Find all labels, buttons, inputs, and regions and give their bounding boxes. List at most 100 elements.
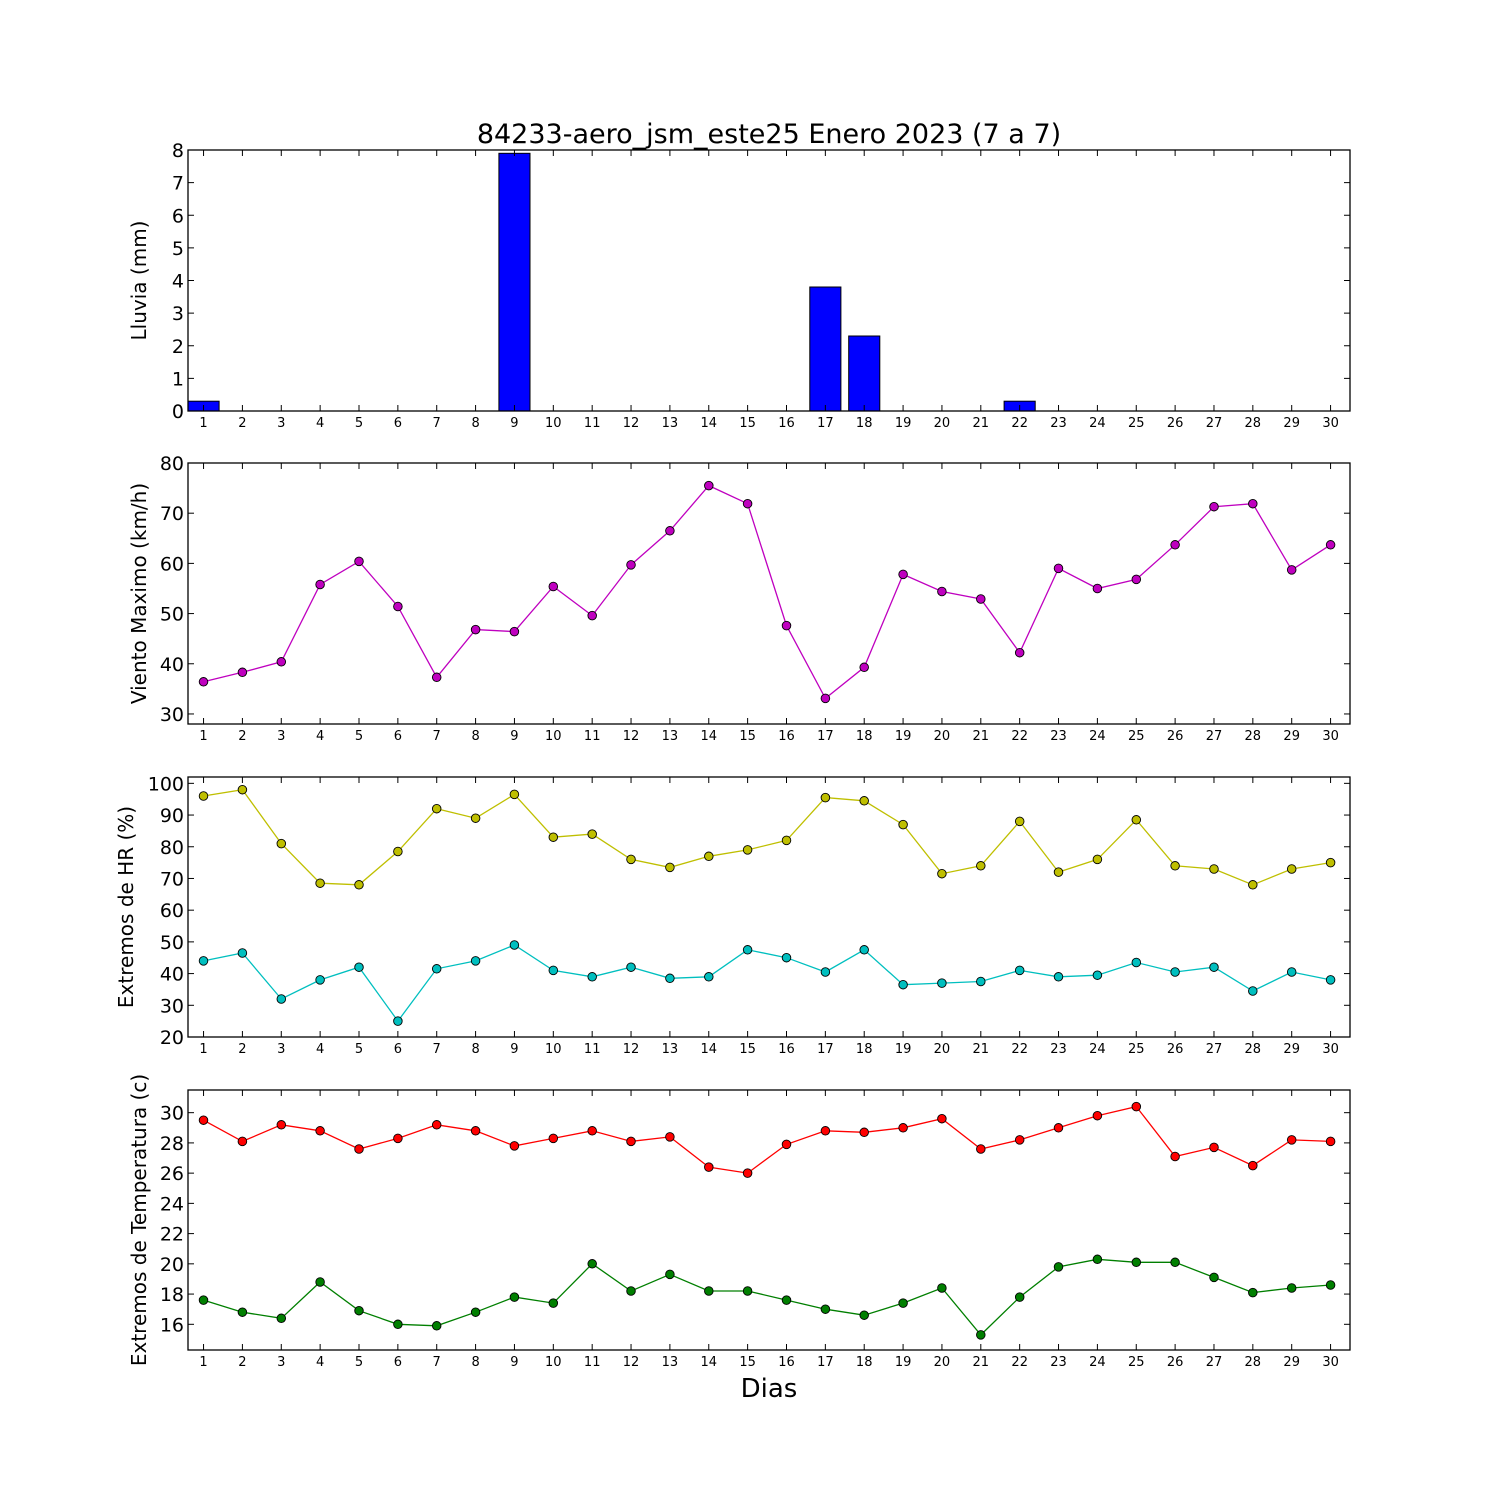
point-temperature-0-25: [1131, 1101, 1142, 1112]
x-tick-label: 27: [1206, 416, 1223, 431]
x-tick-label: 11: [584, 416, 601, 431]
point-wind-0-20: [937, 586, 947, 597]
x-tick-label: 29: [1283, 416, 1300, 431]
y-tick-label: 30: [160, 704, 184, 726]
point-humidity-1-23: [1053, 972, 1064, 982]
x-tick-label: 14: [701, 1042, 718, 1057]
point-humidity-1-20: [937, 978, 947, 988]
point-humidity-0-1: [198, 791, 209, 801]
point-temperature-1-12: [626, 1286, 636, 1296]
point-humidity-1-3: [276, 994, 287, 1004]
bar-rain-9: [498, 152, 531, 412]
y-tick-label: 18: [160, 1284, 184, 1306]
point-humidity-0-21: [976, 861, 986, 871]
point-temperature-1-19: [898, 1298, 908, 1308]
x-tick-label: 19: [895, 1042, 912, 1057]
point-temperature-1-7: [431, 1321, 442, 1331]
point-humidity-1-4: [315, 975, 325, 985]
point-temperature-1-25: [1131, 1257, 1142, 1268]
x-tick-label: 18: [856, 1042, 873, 1057]
x-tick-label: 25: [1128, 1355, 1145, 1370]
point-humidity-1-18: [859, 945, 869, 955]
point-wind-0-1: [198, 677, 209, 687]
point-temperature-0-24: [1092, 1110, 1103, 1121]
x-tick-label: 3: [277, 1355, 285, 1370]
point-temperature-1-10: [548, 1298, 559, 1308]
y-tick-label: 50: [160, 604, 184, 626]
point-wind-0-28: [1248, 498, 1258, 509]
point-temperature-0-12: [626, 1136, 636, 1147]
point-temperature-1-24: [1092, 1254, 1103, 1265]
y-tick-label: 6: [172, 205, 184, 227]
point-temperature-0-7: [431, 1120, 442, 1130]
x-tick-label: 3: [277, 416, 285, 431]
x-tick-label: 10: [545, 1042, 562, 1057]
x-tick-label: 26: [1167, 416, 1184, 431]
point-wind-0-14: [704, 480, 714, 491]
x-tick-label: 7: [433, 416, 441, 431]
x-tick-label: 27: [1206, 729, 1223, 744]
x-tick-label: 1: [199, 1042, 207, 1057]
x-tick-label: 7: [433, 1355, 441, 1370]
point-humidity-0-29: [1286, 864, 1297, 874]
point-temperature-0-17: [820, 1126, 831, 1136]
point-temperature-1-8: [470, 1307, 481, 1317]
y-tick-label: 26: [160, 1163, 184, 1185]
y-tick-label: 70: [160, 503, 184, 525]
point-temperature-1-4: [315, 1277, 325, 1287]
x-tick-label: 12: [623, 1042, 640, 1057]
point-humidity-1-28: [1248, 986, 1258, 996]
x-tick-label: 23: [1050, 1355, 1067, 1370]
point-humidity-0-9: [509, 789, 520, 800]
point-temperature-1-1: [198, 1295, 209, 1305]
point-humidity-0-8: [470, 813, 481, 823]
x-tick-label: 18: [856, 1355, 873, 1370]
point-temperature-1-17: [820, 1304, 831, 1314]
x-tick-label: 24: [1089, 729, 1106, 744]
point-temperature-1-15: [742, 1286, 753, 1296]
point-wind-0-10: [548, 581, 559, 592]
point-humidity-1-14: [704, 972, 714, 982]
panel-wind: 1 2 3 4 5 6 7 8 9 10 11 12 13 14 15 16 17 18 19 20 21 22 23 24 2…: [127, 453, 1351, 744]
x-tick-label: 24: [1089, 1042, 1106, 1057]
y-tick-label: 0: [172, 401, 184, 423]
x-tick-label: 18: [856, 416, 873, 431]
y-tick-label: 4: [172, 271, 184, 293]
x-tick-label: 22: [1011, 1042, 1028, 1057]
point-temperature-0-16: [781, 1139, 792, 1150]
point-humidity-0-15: [742, 845, 753, 855]
point-humidity-0-26: [1170, 861, 1180, 871]
point-wind-0-29: [1286, 565, 1297, 575]
x-tick-label: 30: [1322, 1355, 1339, 1370]
x-tick-label: 29: [1283, 729, 1300, 744]
y-tick-label: 30: [160, 995, 184, 1017]
x-tick-label: 21: [973, 1042, 990, 1057]
point-humidity-1-27: [1209, 962, 1219, 972]
y-tick-label: 50: [160, 932, 184, 954]
x-tick-label: 6: [394, 729, 402, 744]
point-temperature-0-14: [704, 1162, 714, 1172]
point-temperature-1-22: [1014, 1292, 1025, 1302]
x-tick-label: 17: [817, 1042, 834, 1057]
point-wind-0-17: [820, 693, 831, 704]
y-tick-label: 40: [160, 964, 184, 986]
x-tick-label: 10: [545, 416, 562, 431]
x-tick-label: 4: [316, 1042, 324, 1057]
x-tick-label: 28: [1245, 1042, 1262, 1057]
point-humidity-1-5: [354, 962, 364, 972]
point-wind-0-7: [431, 672, 442, 683]
point-wind-0-23: [1053, 563, 1064, 574]
point-humidity-1-9: [509, 940, 520, 950]
y-tick-label: 100: [148, 773, 184, 795]
point-temperature-0-4: [315, 1126, 325, 1136]
x-tick-label: 16: [778, 1355, 795, 1370]
plot-frame-rain: [187, 149, 1351, 412]
x-tick-label: 16: [778, 1042, 795, 1057]
point-humidity-0-13: [665, 862, 675, 873]
x-tick-label: 12: [623, 416, 640, 431]
x-tick-label: 8: [471, 1355, 479, 1370]
x-tick-label: 17: [817, 729, 834, 744]
x-tick-label: 24: [1089, 416, 1106, 431]
point-wind-0-22: [1014, 647, 1025, 658]
